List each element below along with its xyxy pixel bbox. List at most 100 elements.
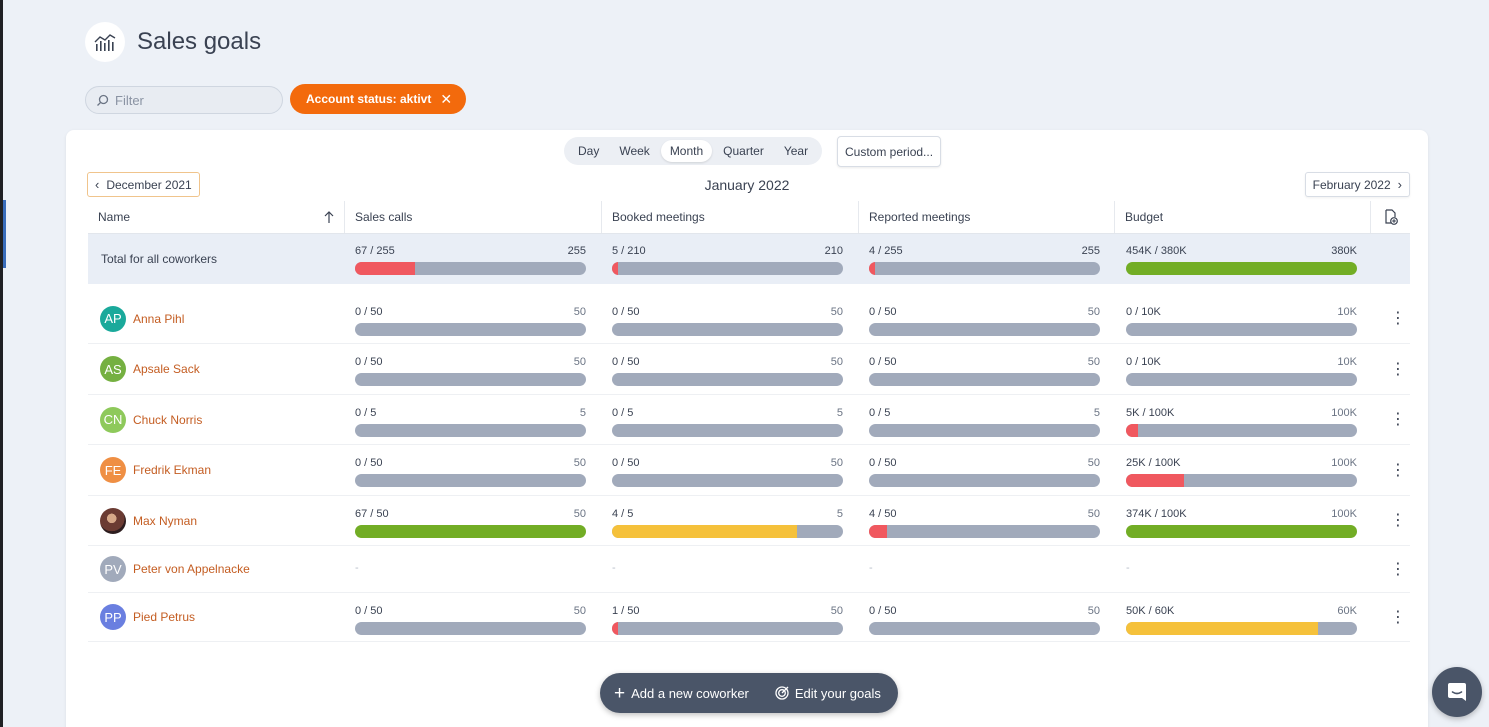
metric-labels: 1 / 50 50 — [612, 605, 843, 619]
coworker-cell[interactable]: PV Peter von Appelnacke — [100, 546, 250, 592]
column-header-budget[interactable]: Budget — [1114, 201, 1370, 233]
column-header-booked-meetings[interactable]: Booked meetings — [601, 201, 858, 233]
filter-input[interactable] — [115, 92, 275, 108]
metric-target: 50 — [1087, 457, 1100, 469]
more-options-icon[interactable]: ⋮ — [1390, 310, 1406, 327]
more-options-icon[interactable]: ⋮ — [1390, 411, 1406, 428]
metric-value: 4 / 50 — [869, 508, 897, 520]
progress-fill — [1126, 424, 1138, 437]
coworker-cell[interactable]: AP Anna Pihl — [100, 294, 184, 343]
metric-value: 50K / 60K — [1126, 605, 1175, 617]
avatar[interactable]: PP — [100, 604, 126, 630]
metric-labels: 0 / 5 5 — [355, 407, 586, 421]
metric-booked-meetings: 1 / 50 50 — [612, 605, 843, 635]
coworker-name[interactable]: Fredrik Ekman — [133, 463, 212, 477]
metric-target: 210 — [824, 245, 843, 257]
metric-reported-meetings: 0 / 50 50 — [869, 605, 1100, 635]
metric-value: 4 / 5 — [612, 508, 634, 520]
metric-value: 0 / 5 — [869, 407, 891, 419]
metric-sales-calls: 0 / 50 50 — [355, 356, 586, 386]
add-coworker-button[interactable]: + Add a new coworker — [614, 684, 749, 703]
metric-value: 0 / 10K — [1126, 356, 1161, 368]
avatar[interactable]: PV — [100, 556, 126, 582]
sort-arrow-up-icon[interactable] — [324, 211, 334, 224]
chat-button[interactable] — [1432, 667, 1482, 717]
previous-period-button[interactable]: ‹ December 2021 — [87, 172, 200, 197]
metric-value: 5 / 210 — [612, 245, 646, 257]
period-month[interactable]: Month — [660, 140, 713, 162]
metric-labels: 454K / 380K 380K — [1126, 245, 1357, 259]
metric-target: 100K — [1331, 508, 1357, 520]
metric-labels: 0 / 50 50 — [869, 306, 1100, 320]
progress-fill — [1126, 525, 1357, 538]
progress-fill — [355, 525, 586, 538]
current-period-container: January 2022 — [66, 177, 1428, 193]
table-row: FE Fredrik Ekman 0 / 50 50 0 / 50 50 0 / 50 50 2… — [88, 445, 1410, 496]
metric-target: 255 — [567, 245, 586, 257]
metric-value: 0 / 50 — [355, 306, 383, 318]
avatar[interactable] — [100, 507, 126, 534]
period-week[interactable]: Week — [619, 144, 650, 158]
progress-bar — [612, 622, 843, 635]
avatar[interactable]: AS — [100, 356, 126, 382]
metric-target: 50 — [830, 457, 843, 469]
account-status-filter-label: Account status: aktivt — [306, 92, 432, 106]
metric-reported-meetings: 0 / 50 50 — [869, 457, 1100, 487]
metric-value: 0 / 50 — [869, 457, 897, 469]
coworker-name[interactable]: Max Nyman — [133, 513, 198, 528]
sales-chart-icon — [85, 22, 125, 62]
period-year[interactable]: Year — [783, 144, 809, 158]
more-options-icon[interactable]: ⋮ — [1390, 462, 1406, 479]
filter-box[interactable] — [85, 86, 283, 114]
next-period-button[interactable]: February 2022 › — [1304, 172, 1410, 197]
period-quarter[interactable]: Quarter — [723, 144, 764, 158]
metric-target: 100K — [1331, 457, 1357, 469]
period-day[interactable]: Day — [578, 144, 600, 158]
add-column-button[interactable] — [1370, 201, 1410, 233]
page-title: Sales goals — [137, 28, 262, 55]
metric-sales-calls: 0 / 50 50 — [355, 457, 586, 487]
more-options-icon[interactable]: ⋮ — [1390, 512, 1406, 529]
edit-goals-button[interactable]: Edit your goals — [775, 686, 881, 701]
metric-labels: 0 / 5 5 — [869, 407, 1100, 421]
remove-filter-icon[interactable]: ✕ — [440, 90, 453, 107]
custom-period-button[interactable]: Custom period... — [837, 136, 942, 167]
coworker-name[interactable]: Apsale Sack — [133, 362, 200, 376]
column-header-name[interactable]: Name — [88, 201, 344, 233]
progress-bar — [355, 424, 586, 437]
progress-fill — [612, 262, 618, 275]
coworker-name[interactable]: Anna Pihl — [133, 311, 185, 326]
progress-fill — [612, 525, 797, 538]
coworker-cell[interactable]: CN Chuck Norris — [100, 395, 202, 444]
edit-goals-label: Edit your goals — [794, 685, 881, 701]
action-bar: + Add a new coworker Edit your goals — [600, 673, 898, 713]
avatar[interactable]: FE — [100, 457, 126, 483]
target-icon — [775, 686, 789, 700]
metric-target: 5 — [1093, 407, 1100, 419]
coworker-cell[interactable]: FE Fredrik Ekman — [100, 445, 211, 495]
coworker-cell[interactable]: AS Apsale Sack — [100, 344, 200, 394]
progress-fill — [869, 525, 888, 538]
column-header-sales-calls[interactable]: Sales calls — [344, 201, 601, 233]
progress-bar — [1126, 474, 1357, 487]
avatar[interactable]: AP — [100, 305, 126, 332]
metric-target: 50 — [573, 508, 586, 520]
metric-value: 0 / 50 — [355, 356, 383, 368]
coworker-cell[interactable]: PP Pied Petrus — [100, 593, 195, 641]
coworker-name[interactable]: Peter von Appelnacke — [133, 562, 250, 576]
account-status-filter-chip[interactable]: Account status: aktivt ✕ — [290, 84, 467, 114]
coworker-name[interactable]: Chuck Norris — [133, 412, 203, 427]
avatar[interactable]: CN — [100, 406, 126, 433]
total-label: Total for all coworkers — [101, 252, 218, 266]
metric-value: 0 / 5 — [612, 407, 634, 419]
coworker-cell[interactable]: Max Nyman — [100, 496, 197, 545]
more-options-icon[interactable]: ⋮ — [1390, 609, 1406, 626]
column-header-reported-meetings[interactable]: Reported meetings — [858, 201, 1114, 233]
coworker-name[interactable]: Pied Petrus — [133, 610, 196, 624]
more-options-icon[interactable]: ⋮ — [1390, 361, 1406, 378]
metric-labels: 0 / 50 50 — [869, 457, 1100, 471]
progress-bar — [612, 262, 843, 275]
metric-value: 0 / 50 — [355, 457, 383, 469]
more-options-icon[interactable]: ⋮ — [1390, 561, 1406, 578]
metric-budget: 50K / 60K 60K — [1126, 605, 1357, 635]
